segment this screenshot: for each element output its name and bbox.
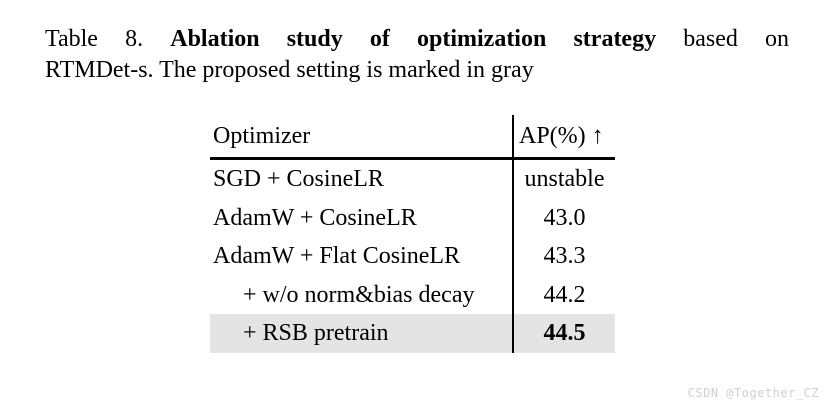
watermark: CSDN @Together_CZ [687, 386, 819, 400]
table-caption: Table 8. Ablation study of optimization … [45, 24, 789, 86]
column-header-ap: AP(%) ↑ [512, 115, 615, 157]
ap-cell: 44.2 [512, 275, 615, 315]
optimizer-cell: + w/o norm&bias decay [243, 281, 475, 308]
caption-prefix: Table 8. [45, 26, 144, 52]
table-row: SGD + CosineLR unstable [210, 160, 615, 199]
caption-bold-title: Ablation study of optimization strategy [170, 26, 657, 52]
table-row: + w/o norm&bias decay 44.2 [210, 275, 615, 315]
ap-cell: 43.3 [512, 237, 615, 276]
caption-suffix: based on [683, 26, 790, 52]
table-header-row: Optimizer AP(%) ↑ [210, 115, 615, 160]
optimizer-cell: + RSB pretrain [243, 320, 389, 347]
ap-cell: 43.0 [512, 198, 615, 238]
ap-cell: 44.5 [512, 314, 615, 353]
ap-cell: unstable [512, 160, 615, 199]
optimizer-cell: AdamW + CosineLR [213, 204, 417, 231]
table-row: AdamW + Flat CosineLR 43.3 [210, 237, 615, 276]
ablation-table: Optimizer AP(%) ↑ SGD + CosineLR unstabl… [210, 115, 615, 353]
table-row: AdamW + CosineLR 43.0 [210, 198, 615, 238]
optimizer-cell: AdamW + Flat CosineLR [213, 243, 461, 270]
caption-line-2: RTMDet-s. The proposed setting is marked… [45, 57, 534, 83]
caption-line-1: Table 8. Ablation study of optimization … [45, 24, 789, 55]
column-header-optimizer: Optimizer [213, 123, 311, 149]
optimizer-cell: SGD + CosineLR [213, 166, 384, 192]
table-row-highlighted: + RSB pretrain 44.5 [210, 314, 615, 353]
